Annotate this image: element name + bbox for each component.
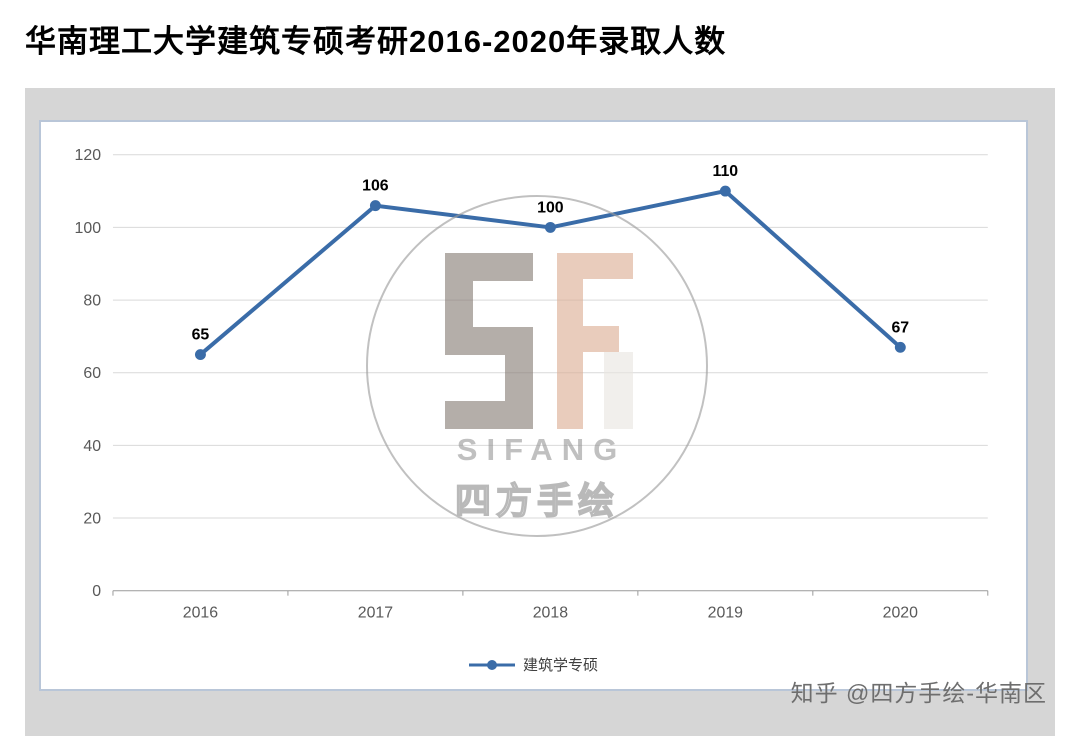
chart-outer-background: 0 20 40 60 80 100 120 2016 2017 2018 2019 2020 65 106… xyxy=(25,88,1055,736)
svg-text:2016: 2016 xyxy=(183,605,218,622)
svg-text:67: 67 xyxy=(891,319,909,336)
svg-text:0: 0 xyxy=(92,583,101,600)
legend-line-marker-icon xyxy=(468,659,515,670)
svg-text:110: 110 xyxy=(713,163,739,180)
svg-text:2017: 2017 xyxy=(358,605,393,622)
svg-text:40: 40 xyxy=(83,438,101,455)
chart-legend: 建筑学专硕 xyxy=(41,654,1026,675)
credit-text: 知乎 @四方手绘-华南区 xyxy=(790,680,1047,706)
svg-text:100: 100 xyxy=(537,200,564,217)
svg-text:65: 65 xyxy=(192,327,210,344)
svg-text:2019: 2019 xyxy=(708,605,743,622)
line-chart: 0 20 40 60 80 100 120 2016 2017 2018 2019 2020 65 106… xyxy=(75,147,989,622)
svg-text:106: 106 xyxy=(362,178,389,195)
svg-text:2020: 2020 xyxy=(883,605,918,622)
legend-series-label: 建筑学专硕 xyxy=(522,657,598,674)
page-title: 华南理工大学建筑专硕考研2016-2020年录取人数 xyxy=(25,24,727,59)
svg-text:100: 100 xyxy=(75,220,102,237)
chart-card: 0 20 40 60 80 100 120 2016 2017 2018 2019 2020 65 106… xyxy=(39,120,1028,691)
svg-text:120: 120 xyxy=(75,147,102,164)
svg-text:2018: 2018 xyxy=(533,605,568,622)
svg-text:20: 20 xyxy=(83,511,101,528)
svg-text:80: 80 xyxy=(83,293,101,310)
svg-text:60: 60 xyxy=(83,365,101,382)
